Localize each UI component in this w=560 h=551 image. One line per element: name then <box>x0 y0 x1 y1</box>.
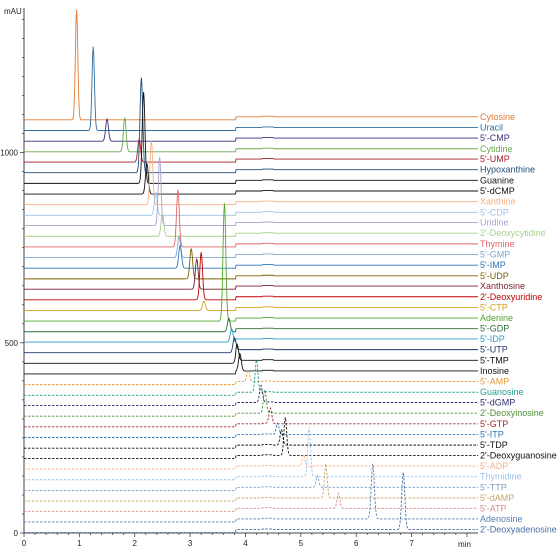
x-ticks: 0 1 2 3 4 5 6 7 <box>22 533 468 548</box>
legend-label-uracil: Uracil <box>480 122 503 132</box>
x-axis-label: min <box>458 540 471 549</box>
y-tick-label: 0 <box>14 529 19 538</box>
trace-5-imp <box>24 243 478 269</box>
legend-label-xanthosine: Xanthosine <box>480 281 525 291</box>
trace-5-ump <box>24 137 478 163</box>
legend-label-5-damp: 5'-dAMP <box>480 493 514 503</box>
y-tick-label: 500 <box>5 339 19 348</box>
y-ticks: 0 500 1000 <box>0 19 24 538</box>
legend-label-cytosine: Cytosine <box>480 112 515 122</box>
legend-label-5-cmp: 5'-CMP <box>480 133 510 143</box>
legend: CytosineUracil5'-CMPCytidine5'-UMPHypoxa… <box>480 112 557 535</box>
trace-guanine <box>24 92 478 184</box>
x-tick-label: 2 <box>133 539 138 548</box>
trace-5-idp <box>24 327 478 343</box>
legend-label-thymidine: Thymidine <box>480 472 522 482</box>
trace-5-gmp <box>24 235 478 259</box>
trace-5-damp <box>24 463 478 502</box>
trace-5-ctp <box>24 300 478 311</box>
legend-label-5-ctp: 5'-CTP <box>480 302 508 312</box>
trace-5-dgmp <box>24 384 478 406</box>
legend-label-2-deoxyuridine: 2'-Deoxyuridine <box>480 292 542 302</box>
legend-label-guanosine: Guanosine <box>480 387 524 397</box>
trace-cytidine <box>24 117 478 153</box>
trace-5-tmp <box>24 343 478 364</box>
traces <box>24 9 478 534</box>
legend-label-cytidine: Cytidine <box>480 144 513 154</box>
x-tick-label: 3 <box>188 539 193 548</box>
trace-2-deoxycytidine <box>24 211 478 237</box>
legend-label-adenosine: Adenosine <box>480 514 523 524</box>
trace-uridine <box>24 157 478 227</box>
legend-label-inosine: Inosine <box>480 366 509 376</box>
trace-2-deoxyuridine <box>24 252 478 301</box>
trace-5-tdp <box>24 428 478 449</box>
legend-label-2-deoxyadenosine: 2'-Deoxyadenosine <box>480 525 557 535</box>
trace-5-utp <box>24 336 478 354</box>
trace-2-deoxyinosine <box>24 388 478 417</box>
legend-label-5-imp: 5'-IMP <box>480 260 506 270</box>
x-tick-label: 6 <box>354 539 359 548</box>
trace-5-cdp <box>24 191 478 216</box>
legend-label-2-deoxyguanosine: 2'-Deoxyguanosine <box>480 450 557 460</box>
x-tick-label: 1 <box>77 539 82 548</box>
trace-5-dcmp <box>24 163 478 195</box>
legend-label-5-dgmp: 5'-dGMP <box>480 398 515 408</box>
legend-label-thymine: Thymine <box>480 239 515 249</box>
trace-2-deoxyadenosine <box>24 472 478 534</box>
trace-5-atp <box>24 492 478 512</box>
legend-label-5-utp: 5'-UTP <box>480 345 508 355</box>
y-axis-label: mAU <box>4 7 22 16</box>
legend-label-5-gmp: 5'-GMP <box>480 250 510 260</box>
legend-label-5-ump: 5'-UMP <box>480 154 510 164</box>
trace-5-itp <box>24 422 478 438</box>
legend-label-5-ttp: 5'-TTP <box>480 482 507 492</box>
legend-label-2-deoxycytidine: 2'-Deoxycytidine <box>480 228 546 238</box>
legend-label-5-udp: 5'-UDP <box>480 271 509 281</box>
legend-label-5-tdp: 5'-TDP <box>480 440 508 450</box>
trace-2-deoxyguanosine <box>24 417 478 459</box>
legend-label-5-tmp: 5'-TMP <box>480 355 509 365</box>
legend-label-5-idp: 5'-IDP <box>480 334 505 344</box>
legend-label-uridine: Uridine <box>480 218 509 228</box>
legend-label-5-cdp: 5'-CDP <box>480 207 509 217</box>
trace-5-gdp <box>24 317 478 333</box>
legend-label-xanthine: Xanthine <box>480 197 516 207</box>
legend-label-5-amp: 5'-AMP <box>480 377 509 387</box>
trace-cytosine <box>24 9 478 121</box>
legend-label-5-adp: 5'-ADP <box>480 461 508 471</box>
axes: mAU min <box>4 7 478 549</box>
legend-label-5-atp: 5'-ATP <box>480 503 507 513</box>
trace-adenine <box>24 203 478 322</box>
trace-5-ttp <box>24 475 478 491</box>
legend-label-5-gdp: 5'-GDP <box>480 324 509 334</box>
trace-inosine <box>24 352 478 375</box>
trace-hypoxanthine <box>24 77 478 174</box>
trace-5-amp <box>24 369 478 386</box>
trace-guanosine <box>24 359 478 396</box>
trace-uracil <box>24 46 478 131</box>
trace-xanthine <box>24 139 478 206</box>
legend-label-5-dcmp: 5'-dCMP <box>480 186 515 196</box>
trace-5-cmp <box>24 117 478 142</box>
legend-label-adenine: Adenine <box>480 313 513 323</box>
trace-thymine <box>24 189 478 248</box>
trace-5-adp <box>24 453 478 470</box>
y-tick-label: 1000 <box>0 149 18 158</box>
x-tick-label: 0 <box>22 539 27 548</box>
x-tick-label: 7 <box>409 539 414 548</box>
trace-5-udp <box>24 248 478 280</box>
legend-label-guanine: Guanine <box>480 175 514 185</box>
x-tick-label: 5 <box>299 539 304 548</box>
x-tick-label: 4 <box>243 539 248 548</box>
trace-thymidine <box>24 427 478 481</box>
legend-label-5-itp: 5'-ITP <box>480 429 504 439</box>
trace-5-gtp <box>24 406 478 428</box>
legend-label-hypoxanthine: Hypoxanthine <box>480 165 535 175</box>
legend-label-2-deoxyinosine: 2'-Deoxyinosine <box>480 408 544 418</box>
trace-xanthosine <box>24 258 478 290</box>
trace-adenosine <box>24 463 478 523</box>
legend-label-5-gtp: 5'-GTP <box>480 419 508 429</box>
